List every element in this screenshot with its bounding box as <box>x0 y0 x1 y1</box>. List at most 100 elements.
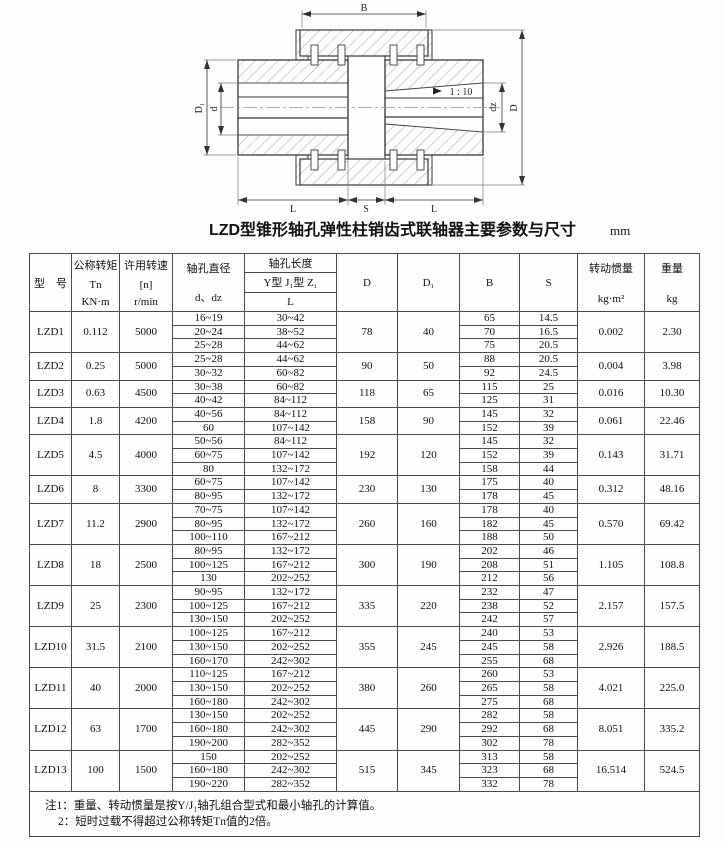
taper-arrow-icon <box>433 87 442 95</box>
dim-label-s: S <box>363 204 369 215</box>
cell-B: 332 <box>459 776 520 792</box>
cell-D: 300 <box>336 543 398 587</box>
table-row-lzd9: LZD9 25 2300 90~95 132~172 335 220 232 47 2.157 15… <box>29 585 700 628</box>
cell-weight: 335.2 <box>644 708 700 751</box>
sleeve-top <box>295 29 433 62</box>
cell-B: 208 <box>459 557 520 573</box>
cell-bore-length: 242~302 <box>244 763 337 778</box>
cell-D1: 190 <box>397 543 460 587</box>
table-row-lzd13: LZD13 100 1500 150 202~252 515 345 313 58 16.514 5… <box>29 749 700 792</box>
cell-S: 58 <box>519 708 578 724</box>
table-row-lzd8-sub1: 100~125 167~212 208 51 <box>30 557 700 573</box>
cell-B: 232 <box>459 585 520 600</box>
cell-inertia: 2.157 <box>577 585 645 628</box>
cell-inertia: 1.105 <box>577 543 645 587</box>
cell-model: LZD7 <box>29 502 72 545</box>
unit-label: mm <box>610 223 631 238</box>
cell-torque: 63 <box>71 708 120 751</box>
table-row-lzd1: LZD1 0.112 5000 16~19 30~42 78 40 65 14.5 0.002 2.… <box>29 310 700 354</box>
cell-bore-diameter: 100~125 <box>172 598 245 614</box>
cell-bore-length: 167~212 <box>244 598 337 614</box>
cell-bore-diameter: 60 <box>172 420 245 436</box>
table-row-lzd5-sub1: 60~75 107~142 152 39 <box>30 448 700 463</box>
cell-bore-diameter: 160~180 <box>172 722 245 737</box>
table-row-lzd11-sub2: 160~180 242~302 275 68 <box>30 694 700 710</box>
header-weight: 重量 kg <box>644 253 700 312</box>
cell-model: LZD12 <box>29 708 72 751</box>
cell-S: 53 <box>519 667 578 682</box>
cell-D1: 65 <box>397 379 460 408</box>
cell-bore-diameter: 160~180 <box>172 694 245 710</box>
cell-bore-diameter: 80 <box>172 461 245 477</box>
cell-B: 115 <box>459 379 520 395</box>
cell-inertia: 0.016 <box>577 379 645 408</box>
cell-B: 65 <box>459 311 520 326</box>
note-2: 2：短时过载不得超过公称转矩Tn值的2倍。 <box>58 815 278 828</box>
cell-model: LZD5 <box>29 434 72 477</box>
cell-model: LZD8 <box>29 543 72 587</box>
cell-bore-length: 202~252 <box>244 571 337 587</box>
cell-B: 188 <box>459 530 520 545</box>
cell-D: 230 <box>336 475 398 504</box>
cell-model: LZD2 <box>29 352 72 381</box>
cell-B: 175 <box>459 475 520 491</box>
cell-model: LZD10 <box>29 626 72 669</box>
cell-bore-length: 202~252 <box>244 680 337 696</box>
table-row-lzd1-sub2: 25~28 44~62 75 20.5 <box>30 338 700 354</box>
cell-D: 192 <box>336 434 398 477</box>
cell-bore-diameter: 70~75 <box>172 502 245 518</box>
cell-B: 178 <box>459 489 520 504</box>
header-D1: D₁ <box>397 253 460 312</box>
cell-bore-diameter: 30~38 <box>172 379 245 395</box>
cell-speed: 5000 <box>119 310 173 354</box>
cell-torque: 4.5 <box>71 434 120 477</box>
cell-S: 14.5 <box>519 311 578 326</box>
cell-bore-diameter: 160~180 <box>172 763 245 778</box>
table-row-lzd6: LZD6 8 3300 60~75 107~142 230 130 175 40 0.312 48.… <box>29 475 700 504</box>
cell-bore-length: 167~212 <box>244 530 337 545</box>
header-torque: 公称转矩 Tn KN·m <box>71 253 120 312</box>
notes-cell: 注1：重量、转动惯量是按Y/J₁轴孔组合型式和最小轴孔的计算值。 2：短时过载不… <box>29 790 700 837</box>
cell-S: 68 <box>519 722 578 737</box>
cell-D1: 90 <box>397 406 460 436</box>
cell-bore-diameter: 20~24 <box>172 324 245 340</box>
cell-B: 260 <box>459 667 520 682</box>
cell-bore-diameter: 80~95 <box>172 516 245 532</box>
cell-D: 90 <box>336 352 398 381</box>
cell-bore-length: 282~352 <box>244 735 337 751</box>
coupling-diagram: 1 : 10 <box>194 3 525 215</box>
table-row-lzd13-sub1: 160~180 242~302 323 68 <box>30 763 700 778</box>
cell-B: 182 <box>459 516 520 532</box>
cell-torque: 100 <box>71 749 120 792</box>
cell-bore-length: 242~302 <box>244 722 337 737</box>
cell-S: 68 <box>519 653 578 669</box>
cell-bore-length: 132~172 <box>244 585 337 600</box>
cell-weight: 2.30 <box>644 310 700 354</box>
cell-D1: 120 <box>397 434 460 477</box>
cell-bore-diameter: 130~150 <box>172 612 245 628</box>
cell-B: 245 <box>459 639 520 655</box>
cell-bore-diameter: 25~28 <box>172 338 245 354</box>
cell-S: 39 <box>519 420 578 436</box>
cell-S: 78 <box>519 776 578 792</box>
cell-model: LZD13 <box>29 749 72 792</box>
cell-bore-length: 167~212 <box>244 626 337 641</box>
table-row-lzd3-sub1: 40~42 84~112 125 31 <box>30 393 700 408</box>
cell-bore-length: 44~62 <box>244 338 337 354</box>
cell-bore-diameter: 100~125 <box>172 626 245 641</box>
cell-D1: 130 <box>397 475 460 504</box>
cell-weight: 10.30 <box>644 379 700 408</box>
cell-speed: 4200 <box>119 406 173 436</box>
cell-B: 75 <box>459 338 520 354</box>
cell-speed: 4000 <box>119 434 173 477</box>
dim-label-dd: D <box>509 104 520 111</box>
cell-B: 92 <box>459 365 520 381</box>
cell-weight: 225.0 <box>644 667 700 710</box>
cell-D: 445 <box>336 708 398 751</box>
table-row-lzd11: LZD11 40 2000 110~125 167~212 380 260 260 53 4.02… <box>29 667 700 710</box>
table-row-lzd7-sub2: 100~110 167~212 188 50 <box>30 530 700 545</box>
cell-inertia: 0.312 <box>577 475 645 504</box>
cell-S: 50 <box>519 530 578 545</box>
cell-speed: 2100 <box>119 626 173 669</box>
